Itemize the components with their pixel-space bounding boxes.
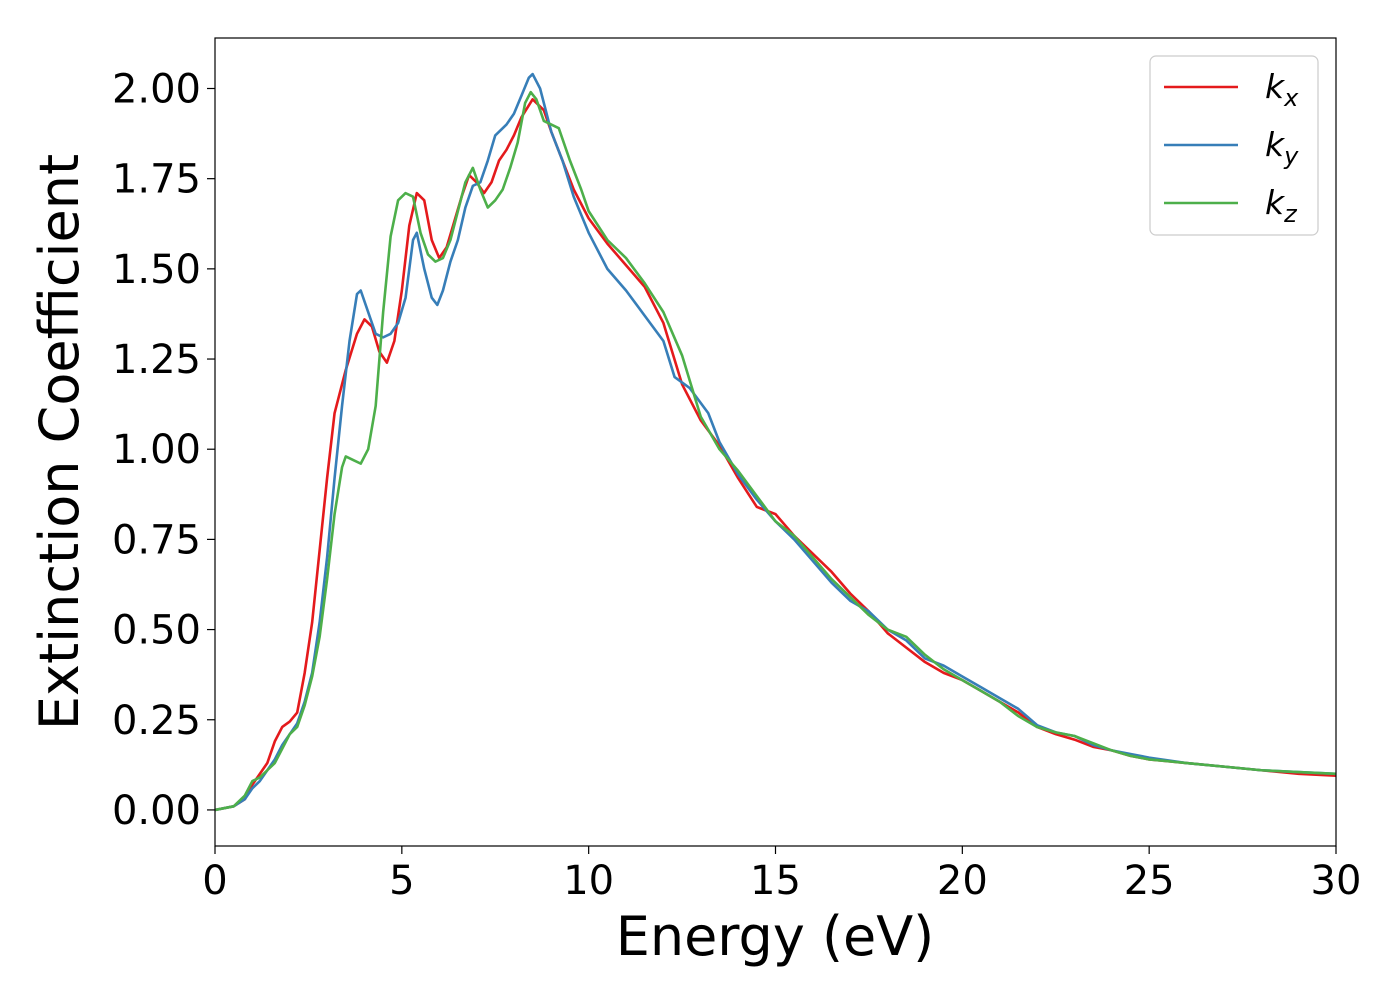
y-tick-label: 0.00 [112,788,201,834]
legend-label-kz: kz [1265,183,1298,228]
y-tick-label: 2.00 [112,67,201,113]
x-tick-label: 5 [389,858,414,904]
series-line-kx [215,98,1336,812]
x-tick-label: 20 [937,858,988,904]
y-tick-label: 1.00 [112,427,201,473]
series-line-kz [215,90,1336,812]
x-tick-label: 10 [563,858,614,904]
y-tick-label: 1.50 [112,247,201,293]
x-tick-label: 30 [1311,858,1362,904]
x-tick-label: 25 [1124,858,1175,904]
series-line-ky [215,72,1336,812]
x-axis-title: Energy (eV) [616,905,935,968]
y-tick-label: 0.25 [112,698,201,744]
legend: kx ky kz [1149,55,1319,236]
legend-label-ky: ky [1265,125,1299,170]
y-tick-label: 1.25 [112,337,201,383]
legend-label-kx: kx [1265,67,1299,112]
y-axis: 0.00 0.25 0.50 0.75 1.00 1.25 1.50 1.75 2.00 [112,67,215,834]
y-tick-label: 0.75 [112,517,201,563]
series-layer [215,72,1336,812]
x-tick-label: 0 [202,858,227,904]
x-tick-label: 15 [750,858,801,904]
y-tick-label: 0.50 [112,608,201,654]
y-tick-label: 1.75 [112,157,201,203]
y-axis-title: Extinction Coefficient [28,154,91,730]
x-axis: 0 5 10 15 20 25 30 [202,846,1361,904]
